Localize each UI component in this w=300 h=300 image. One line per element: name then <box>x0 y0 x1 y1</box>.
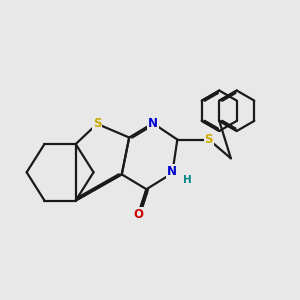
Text: S: S <box>205 133 213 146</box>
Text: H: H <box>183 175 192 185</box>
Text: S: S <box>93 117 101 130</box>
Text: O: O <box>133 208 143 221</box>
Text: N: N <box>167 165 177 178</box>
Text: N: N <box>148 117 158 130</box>
